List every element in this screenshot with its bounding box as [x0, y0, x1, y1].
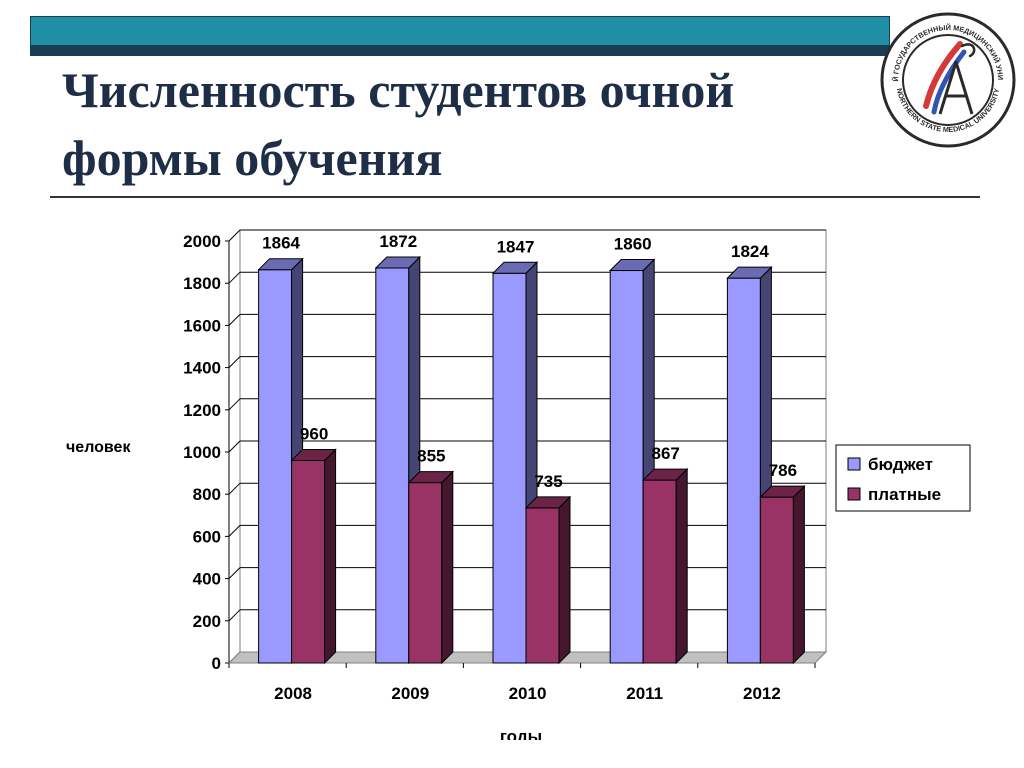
bar-top-бюджет-2010 — [491, 261, 539, 274]
bar-бюджет-2010 — [492, 272, 527, 664]
y-gridline-depth — [228, 482, 241, 495]
y-tick-label: 800 — [193, 485, 221, 504]
y-gridline-depth — [228, 398, 241, 411]
data-label-бюджет-2012: 1824 — [731, 242, 769, 261]
bar-side-платные-2012 — [792, 484, 805, 665]
y-gridline-depth — [228, 567, 241, 579]
x-tick-label-2011: 2011 — [626, 684, 663, 703]
y-gridline-depth — [228, 609, 241, 622]
data-label-платные-2011: 867 — [652, 444, 680, 463]
y-tick-label: 200 — [193, 612, 221, 631]
y-tick-label: 1400 — [183, 359, 221, 378]
y-tick-label: 400 — [193, 570, 221, 589]
legend-label-платные: платные — [868, 485, 941, 504]
y-tick-label: 1000 — [183, 443, 221, 462]
header-bar-stripe — [31, 45, 889, 55]
bar-бюджет-2008 — [258, 269, 293, 664]
x-tick-label-2009: 2009 — [391, 684, 429, 703]
bar-top-платные-2009 — [407, 471, 455, 484]
bar-chart: 0 200 400 600 800 1000 1200 1400 1600 1800 2000 186… — [66, 229, 971, 740]
bar-платные-2011 — [642, 479, 677, 664]
y-axis-title: человек — [66, 439, 131, 456]
x-axis-title: годы — [500, 727, 542, 740]
data-label-бюджет-2010: 1847 — [497, 237, 535, 256]
y-tick-label: 2000 — [183, 232, 221, 251]
bar-top-платные-2012 — [759, 485, 806, 498]
y-gridline-depth — [228, 229, 241, 242]
y-gridline-depth — [228, 314, 241, 326]
bar-top-платные-2010 — [524, 496, 572, 509]
x-tick-label-2010: 2010 — [509, 684, 547, 703]
y-gridline-depth — [228, 525, 241, 537]
slide-title: Численность студентов очной формы обучен… — [62, 62, 735, 186]
bar-платные-2008 — [291, 459, 326, 664]
y-tick-label: 1600 — [183, 316, 221, 335]
data-label-бюджет-2009: 1872 — [379, 232, 417, 251]
data-label-бюджет-2011: 1860 — [614, 235, 652, 254]
bar-top-бюджет-2012 — [726, 266, 773, 279]
logo-emblem-curl — [960, 43, 976, 58]
bar-side-платные-2009 — [441, 470, 454, 665]
bar-платные-2010 — [525, 507, 560, 664]
university-logo: СЕВЕРНЫЙ ГОСУДАРСТВЕННЫЙ МЕДИЦИНСКИЙ УНИ… — [878, 10, 1016, 148]
y-tick-label: 1800 — [183, 274, 221, 293]
y-gridline-depth — [228, 440, 241, 453]
x-tick-label-2012: 2012 — [743, 684, 781, 703]
y-tick-label: 0 — [212, 654, 221, 673]
bar-бюджет-2012 — [726, 277, 761, 664]
bar-side-платные-2011 — [675, 467, 688, 665]
x-tick-label-2008: 2008 — [274, 684, 312, 703]
bar-top-бюджет-2008 — [257, 258, 304, 271]
legend-swatch-бюджет — [847, 457, 861, 471]
legend-label-бюджет: бюджет — [868, 455, 933, 474]
data-label-бюджет-2008: 1864 — [262, 234, 300, 253]
title-divider — [50, 196, 980, 198]
logo-letter-a — [938, 60, 974, 115]
y-gridline-depth — [228, 356, 241, 368]
bar-top-платные-2008 — [290, 448, 337, 461]
bar-side-платные-2008 — [324, 448, 337, 665]
data-label-платные-2010: 735 — [534, 472, 562, 491]
header-bar — [30, 16, 890, 56]
data-label-платные-2012: 786 — [769, 461, 797, 480]
y-tick-label: 600 — [193, 527, 221, 546]
bar-платные-2012 — [759, 496, 794, 664]
bar-top-бюджет-2009 — [374, 256, 422, 269]
logo-blue-stroke — [931, 49, 967, 115]
data-label-платные-2009: 855 — [417, 447, 445, 466]
bar-top-платные-2011 — [641, 468, 689, 481]
bar-платные-2009 — [408, 482, 443, 664]
bar-top-бюджет-2011 — [608, 259, 656, 272]
data-label-платные-2008: 960 — [300, 424, 328, 443]
logo-red-stroke — [923, 41, 963, 109]
y-tick-label: 1200 — [183, 401, 221, 420]
y-gridline-depth — [228, 271, 241, 284]
legend-swatch-платные — [847, 487, 861, 501]
bar-бюджет-2011 — [609, 270, 644, 664]
bar-side-платные-2010 — [558, 495, 571, 665]
bar-бюджет-2009 — [375, 267, 410, 664]
